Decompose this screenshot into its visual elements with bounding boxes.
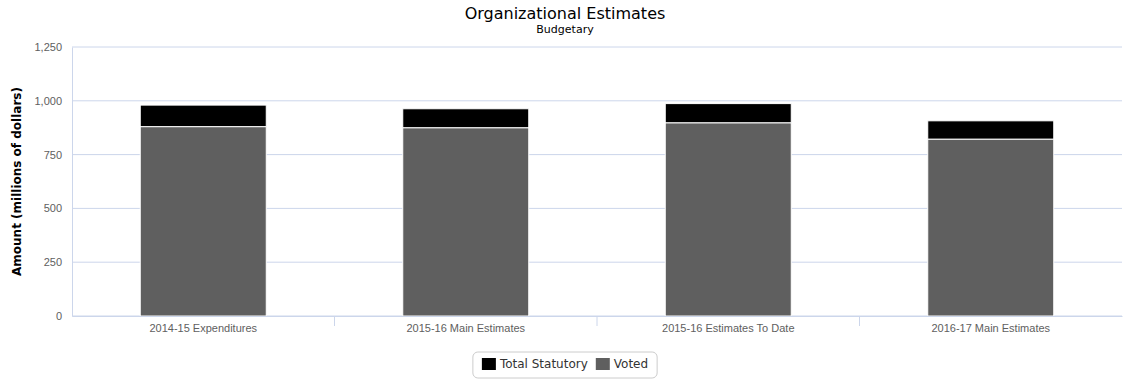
- grid: [72, 47, 1122, 316]
- plot: 0 250 500 750 1,000 1,250 2014-15 Expenditures…: [34, 41, 1122, 334]
- grid-line: [72, 47, 1122, 48]
- bar[interactable]: [403, 109, 529, 128]
- y-tick-label: 750: [44, 149, 62, 161]
- x-tick-label: 2015-16 Estimates To Date: [662, 322, 794, 334]
- y-tick: 1,000: [34, 95, 72, 107]
- legend-label: Voted: [614, 357, 648, 371]
- x-tick-label: 2016-17 Main Estimates: [931, 322, 1050, 334]
- y-tick-label: 250: [44, 256, 62, 268]
- legend: Total Statutory Voted: [473, 352, 657, 378]
- x-tick-label: 2014-15 Expenditures: [149, 322, 257, 334]
- y-tick: 750: [44, 149, 72, 161]
- y-tick: 1,250: [34, 41, 72, 53]
- category-separator: [597, 316, 598, 326]
- legend-swatch: [482, 358, 496, 370]
- x-tick: 2014-15 Expenditures: [149, 316, 257, 334]
- y-tick: 250: [44, 256, 72, 268]
- grid-line: [72, 100, 1122, 101]
- y-tick-label: 1,000: [34, 95, 62, 107]
- category-separator: [334, 316, 335, 326]
- bar[interactable]: [928, 121, 1054, 139]
- y-axis-line: [72, 48, 73, 317]
- x-axis: 2014-15 Expenditures 2015-16 Main Estimat…: [73, 316, 1123, 334]
- y-tick-label: 0: [56, 310, 62, 322]
- y-tick: 500: [44, 202, 72, 214]
- x-tick: 2015-16 Estimates To Date: [662, 316, 794, 334]
- bar[interactable]: [403, 128, 529, 316]
- bar[interactable]: [928, 139, 1054, 316]
- category-separator: [859, 316, 860, 326]
- bar[interactable]: [665, 104, 791, 123]
- chart: 0 250 500 750 1,000 1,250 2014-15 Expenditures…: [0, 0, 1130, 384]
- y-axis-title: Amount (millions of dollars): [10, 87, 24, 276]
- y-tick-label: 1,250: [34, 41, 62, 53]
- y-tick-label: 500: [44, 202, 62, 214]
- bar[interactable]: [140, 105, 266, 127]
- legend-box: [473, 352, 657, 378]
- legend-swatch: [596, 358, 610, 370]
- legend-item[interactable]: Total Statutory: [482, 357, 588, 371]
- x-tick: 2015-16 Main Estimates: [406, 316, 525, 334]
- y-axis: 0 250 500 750 1,000 1,250: [34, 41, 72, 322]
- title: Organizational Estimates: [465, 4, 666, 23]
- x-tick-label: 2015-16 Main Estimates: [406, 322, 525, 334]
- legend-label: Total Statutory: [499, 357, 588, 371]
- subtitle: Budgetary: [536, 23, 594, 36]
- y-tick: 0: [56, 310, 72, 322]
- legend-item[interactable]: Voted: [596, 357, 648, 371]
- bars: [140, 104, 1054, 316]
- bar[interactable]: [140, 127, 266, 316]
- bar[interactable]: [665, 123, 791, 316]
- x-tick: 2016-17 Main Estimates: [931, 316, 1050, 334]
